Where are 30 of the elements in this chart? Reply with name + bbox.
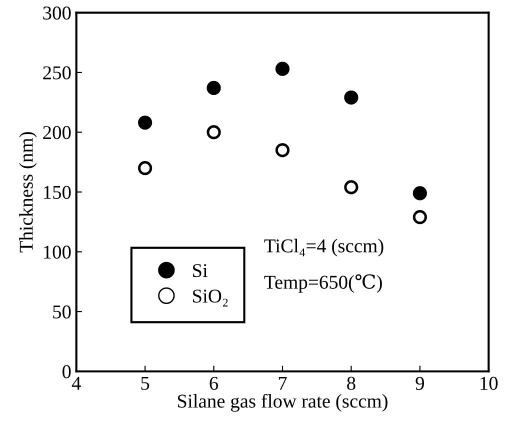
x-tick-label: 5 (141, 376, 150, 390)
x-tick-label: 8 (347, 376, 356, 390)
y-tick-label: 250 (43, 66, 71, 80)
x-tick-label: 4 (72, 376, 81, 390)
legend-label: SiO₂ (193, 290, 228, 306)
y-tick-label: 150 (44, 186, 71, 199)
point (344, 90, 358, 105)
y-tick-label: 0 (62, 365, 71, 378)
y-tick-label: 50 (53, 305, 71, 319)
annotation: TiCl₄=4 (sccm) (264, 238, 384, 256)
point (206, 80, 221, 96)
legend-label: Si (193, 264, 208, 278)
x-tick-label: 9 (416, 376, 424, 390)
point (344, 180, 358, 194)
x-axis-title: Silane gas flow rate (sccm) (178, 394, 388, 412)
point (275, 143, 290, 158)
x-tick-label: 6 (210, 376, 218, 390)
y-tick-label: 100 (44, 246, 71, 259)
point (206, 125, 221, 140)
point (412, 210, 427, 224)
point (412, 186, 427, 200)
point (138, 116, 152, 130)
point (138, 161, 152, 176)
y-tick-label: 300 (43, 6, 71, 20)
y-axis-title: Thickness (nm) (19, 132, 37, 252)
annotation: Temp=650(℃) (264, 274, 382, 293)
x-tick-label: 7 (278, 376, 287, 390)
y-tick-label: 200 (43, 126, 71, 140)
point (275, 62, 290, 76)
x-tick-label: 10 (480, 376, 498, 390)
